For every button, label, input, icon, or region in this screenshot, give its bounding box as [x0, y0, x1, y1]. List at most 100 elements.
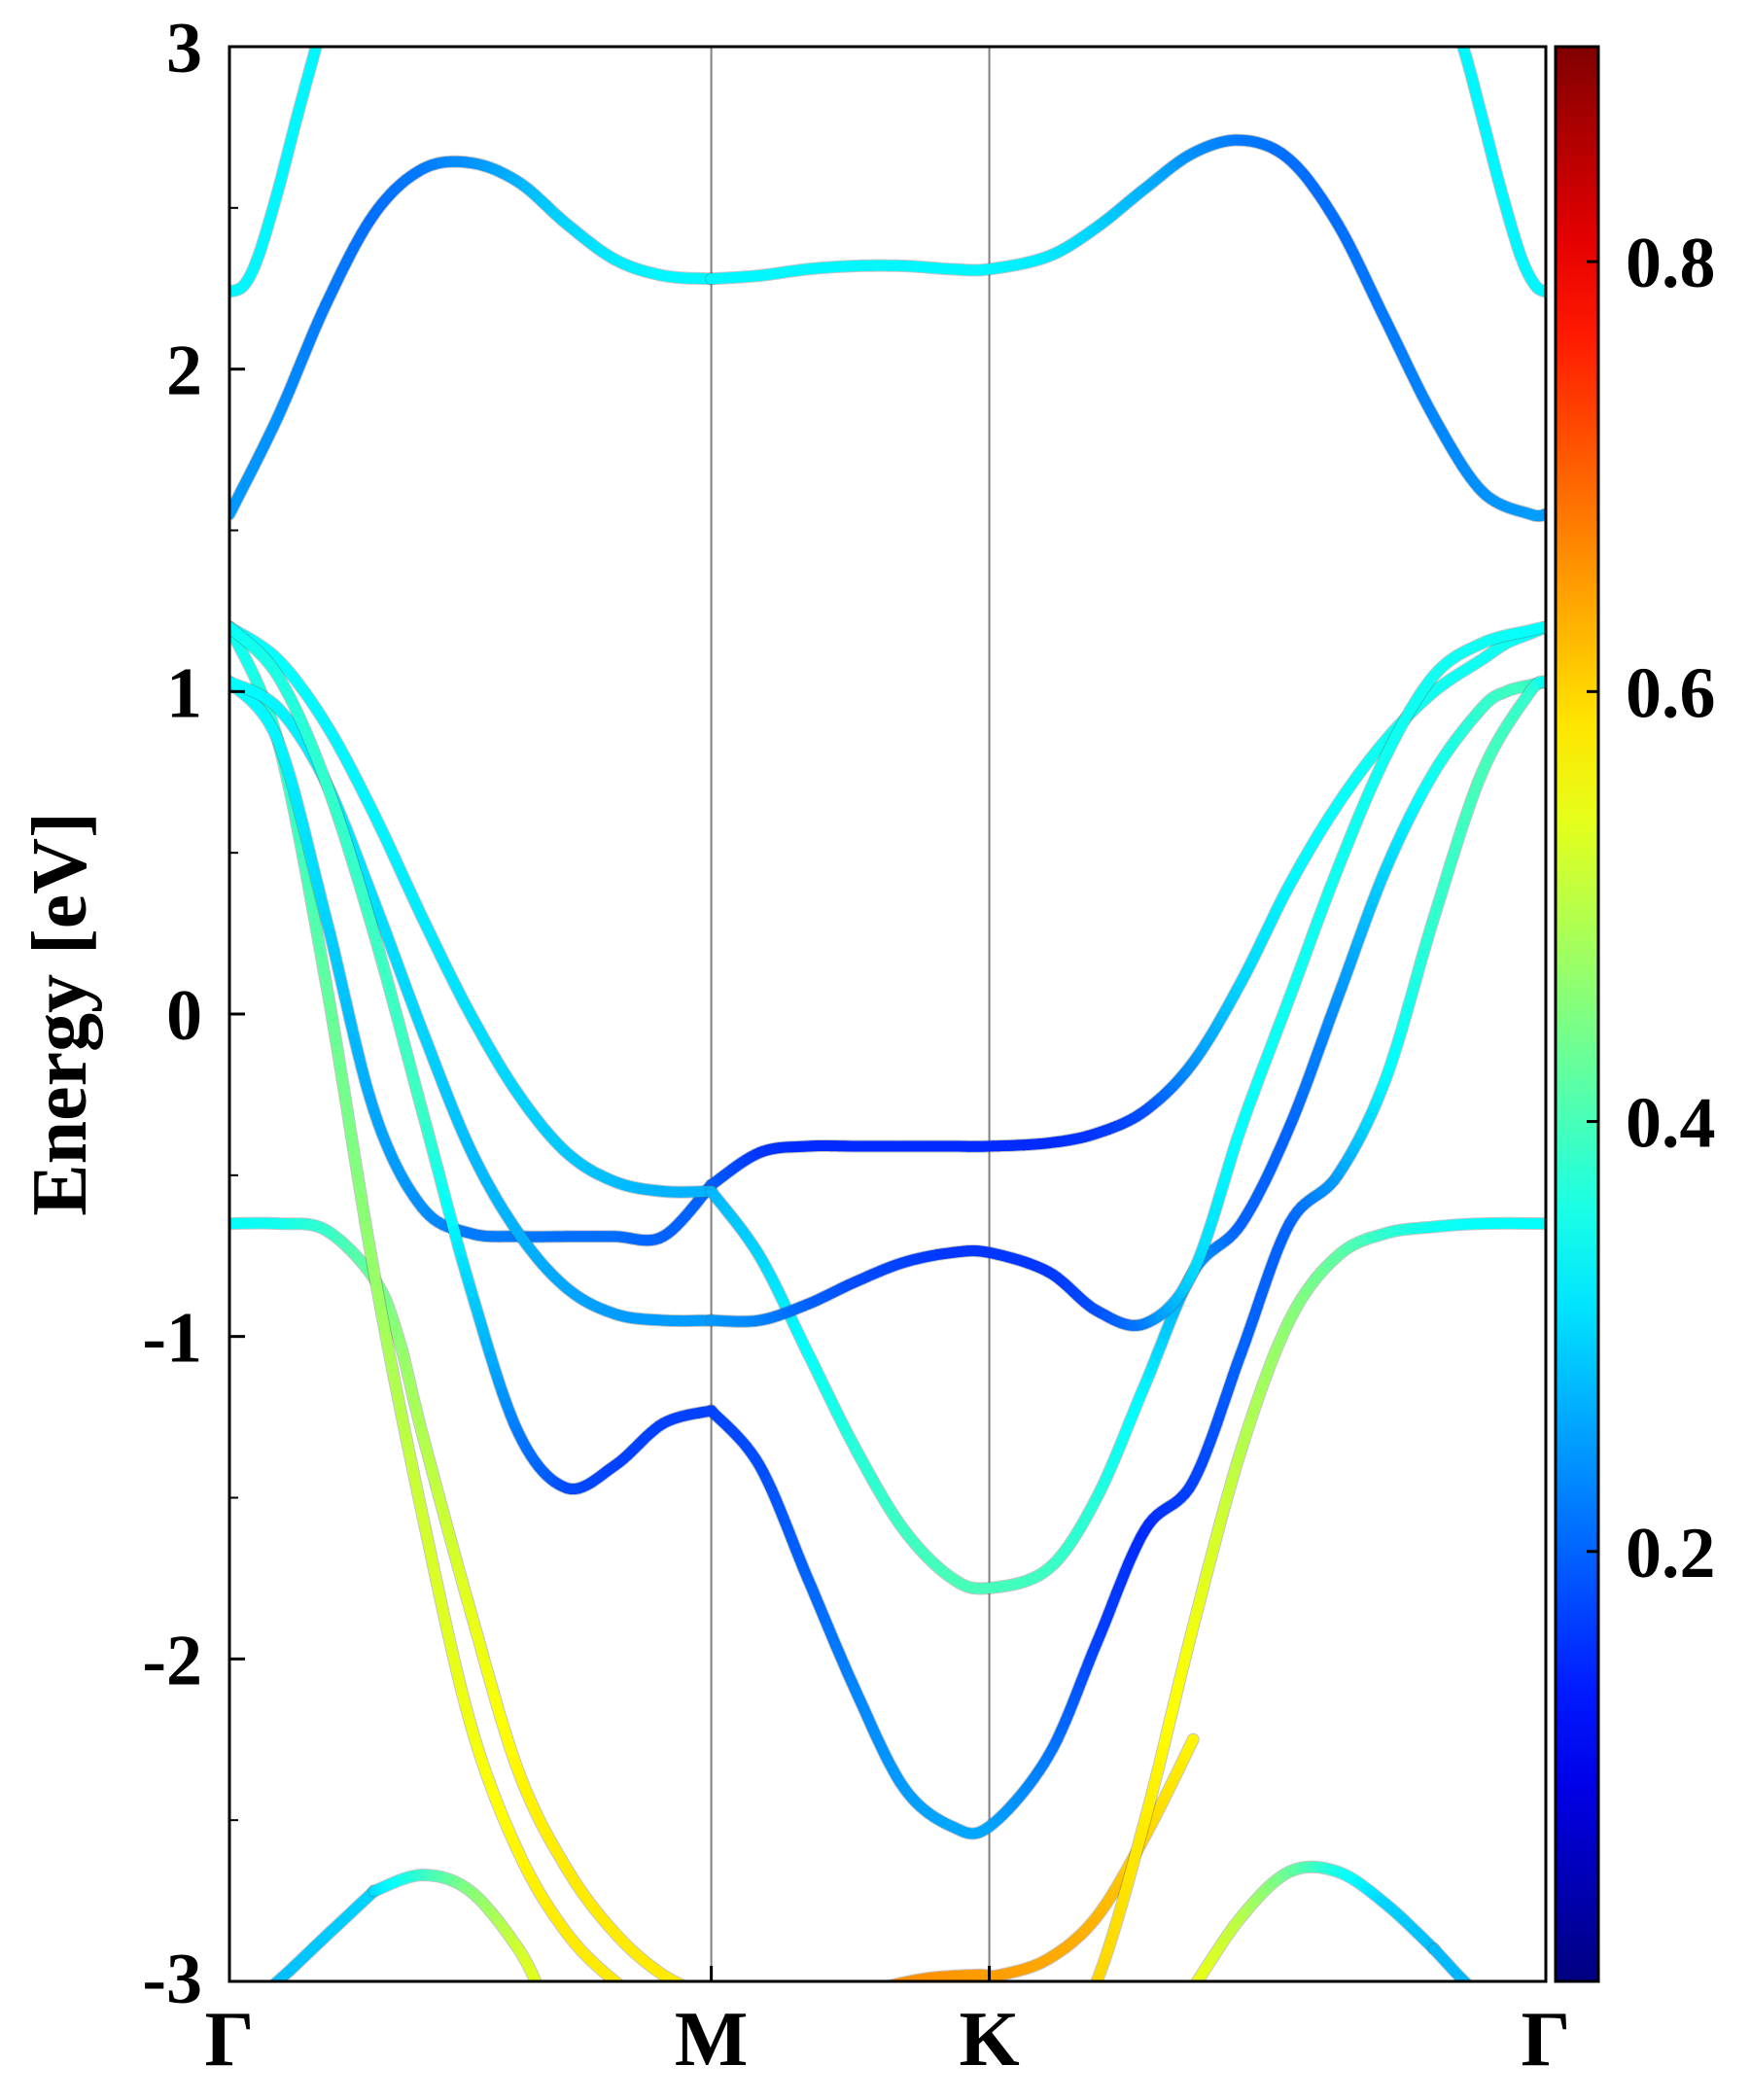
band-segment: [532, 2019, 538, 2022]
band-segment: [707, 2093, 710, 2094]
band-line: [229, 1216, 707, 1995]
band-segment: [1499, 2008, 1504, 2010]
band-segment: [647, 2071, 652, 2074]
band-segment: [690, 1989, 695, 1991]
band-line: [368, 1869, 542, 1992]
band-segment: [699, 1992, 703, 1994]
band-segment: [1000, 2087, 1005, 2089]
band-segment: [1474, 1990, 1479, 1994]
band-segment: [1049, 2057, 1054, 2062]
band-segment: [682, 2085, 687, 2087]
band-line: [879, 1732, 1200, 1988]
band-segment: [1069, 2030, 1073, 2036]
band-segment: [667, 2015, 672, 2017]
band-segment: [880, 1987, 882, 1988]
y-axis-ticks: -3 -2 -1 0 1 2 3: [142, 9, 245, 2019]
band-segment: [677, 1978, 687, 1981]
band-segment: [1517, 2014, 1521, 2016]
y-tick-label: 3: [166, 9, 202, 88]
band-segment: [659, 2012, 663, 2013]
band-segment: [527, 2017, 532, 2019]
band-segment: [1081, 2009, 1085, 2016]
band-segment: [622, 2060, 629, 2063]
y-tick-label: 2: [166, 332, 202, 411]
band-segment: [652, 2074, 658, 2076]
band-line: [705, 675, 1546, 1840]
y-tick-label: -2: [142, 1621, 202, 1700]
band-segment: [1450, 16, 1451, 18]
band-segment: [892, 1978, 906, 1981]
band-segment: [990, 2093, 993, 2095]
band-segment: [668, 2081, 673, 2082]
kpoint-label: M: [675, 1997, 749, 2082]
band-segment: [322, 23, 323, 26]
band-segment: [648, 2005, 651, 2007]
colorbar-tick-label: 0.8: [1626, 224, 1716, 303]
band-segment: [1033, 2071, 1039, 2075]
band-segment: [655, 2010, 659, 2012]
band-segment: [1490, 2003, 1495, 2005]
band-segment: [1062, 2042, 1066, 2048]
band-segment: [696, 2089, 700, 2090]
band-segment: [615, 2057, 622, 2060]
band-segment: [1513, 2013, 1517, 2015]
y-tick-label: 0: [166, 976, 202, 1056]
band-segment: [319, 35, 320, 39]
band-segment: [1509, 2012, 1513, 2013]
band-segment: [687, 2086, 692, 2088]
band-segment: [564, 2034, 571, 2037]
band-segment: [269, 1979, 278, 1981]
band-segment: [1073, 2023, 1077, 2030]
band-segment: [550, 2028, 557, 2031]
band-line: [229, 620, 672, 2017]
band-segment: [323, 21, 324, 23]
band-lines: [229, 16, 1546, 2095]
band-segment: [1453, 23, 1454, 26]
band-segment: [539, 1989, 540, 1992]
band-segment: [260, 1992, 264, 1996]
band-line: [229, 620, 718, 1199]
band-segment: [628, 2063, 634, 2066]
band-segment: [584, 2044, 590, 2047]
y-tick-label: -1: [142, 1299, 202, 1379]
band-segment: [1457, 32, 1458, 35]
band-segment: [1053, 2052, 1057, 2057]
band-segment: [663, 2013, 667, 2015]
band-segment: [603, 2051, 610, 2054]
band-segment: [635, 1997, 639, 2000]
band-segment: [1044, 2062, 1049, 2067]
band-segment: [643, 2002, 647, 2005]
band-segment: [1450, 18, 1451, 19]
band-outline: [705, 675, 1546, 1840]
band-segment: [314, 47, 321, 49]
band-segment: [695, 1991, 699, 1993]
colorbar-tick-label: 0.2: [1626, 1514, 1716, 1593]
band-segment: [703, 2092, 706, 2093]
colorbar: [1554, 45, 1600, 1983]
band-segment: [651, 2007, 655, 2009]
band-segment: [1452, 21, 1453, 23]
band-segment: [1454, 26, 1455, 29]
band-segment: [264, 1989, 269, 1993]
band-segment: [1483, 1998, 1487, 2001]
band-segment: [658, 2076, 663, 2078]
kpoint-label: Γ: [205, 1997, 255, 2082]
band-segment: [321, 29, 322, 32]
band-segment: [884, 1980, 892, 1981]
band-segment: [678, 2083, 682, 2085]
band-outline: [229, 155, 718, 521]
band-segment: [522, 2015, 527, 2017]
band-segment: [518, 2013, 522, 2015]
kpoint-divider-lines: [710, 47, 991, 1981]
band-line: [1189, 1860, 1441, 1981]
band-segment: [631, 1994, 635, 1997]
band-segment: [886, 1979, 896, 1981]
band-outline: [368, 1869, 542, 1981]
band-segment: [703, 1994, 707, 1995]
band-segment: [571, 2037, 578, 2040]
band-segment: [320, 32, 321, 35]
colorbar-tick-label: 0.6: [1626, 653, 1716, 733]
band-segment: [623, 1988, 627, 1991]
